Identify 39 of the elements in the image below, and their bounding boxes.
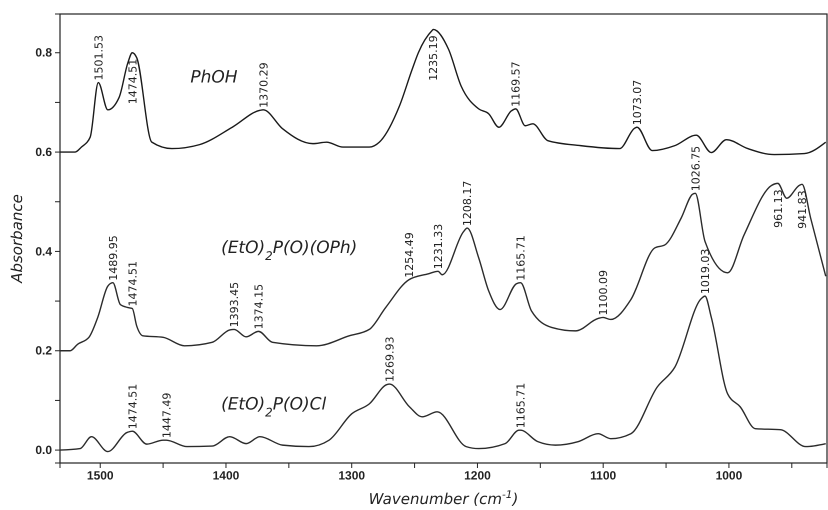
annotation: 941.83 (796, 190, 810, 229)
annotation: 1374.15 (252, 284, 266, 330)
y-tick-label: 0.0 (35, 442, 52, 457)
series-label: (EtO)$_{2}$P(O)Cl (221, 394, 326, 420)
y-tick-label: 0.6 (35, 144, 52, 159)
annotation: 1254.49 (402, 232, 416, 278)
y-axis-title: Absorbance (8, 194, 26, 284)
annotation: 1474.51 (126, 261, 140, 307)
x-tick-label: 1500 (86, 468, 114, 483)
y-tick-label: 0.8 (35, 46, 52, 60)
annotation: 1073.07 (631, 80, 644, 126)
annotation: 1026.75 (689, 146, 702, 192)
x-tick-label: 1000 (716, 468, 743, 483)
annotation: 1393.45 (228, 282, 242, 328)
x-tick-label: 1100 (590, 468, 617, 483)
annotation: 1169.57 (510, 61, 523, 107)
series-label: PhOH (190, 68, 238, 88)
y-tick-label: 0.4 (35, 244, 52, 258)
annotation: 1208.17 (461, 180, 474, 226)
x-axis-title: Wavenumber (cm$^{-1}$) (368, 489, 518, 508)
annotation: 1501.53 (92, 35, 106, 81)
annotation: 1235.19 (427, 35, 440, 81)
annotation: 961.13 (772, 189, 785, 228)
annotation: 1489.95 (106, 235, 120, 281)
annotation: 1165.71 (514, 382, 528, 428)
annotation: 1231.33 (432, 224, 446, 270)
y-tick-label: 0.2 (35, 344, 52, 358)
annotation: 1019.03 (698, 248, 712, 294)
annotation: 1370.29 (257, 62, 270, 108)
annotation: 1269.93 (384, 336, 397, 382)
x-tick-label: 1300 (338, 468, 366, 483)
x-tick-label: 1400 (212, 468, 240, 483)
annotation: 1165.71 (514, 235, 528, 281)
annotation: 1447.49 (160, 392, 174, 438)
annotation: 1100.09 (597, 270, 610, 316)
annotation: 1474.51 (126, 384, 140, 430)
annotation: 1474.51 (126, 58, 140, 104)
text: (EtO)$_{2}$P(O)(OPh) (221, 238, 358, 263)
x-tick-label: 1200 (464, 468, 492, 483)
